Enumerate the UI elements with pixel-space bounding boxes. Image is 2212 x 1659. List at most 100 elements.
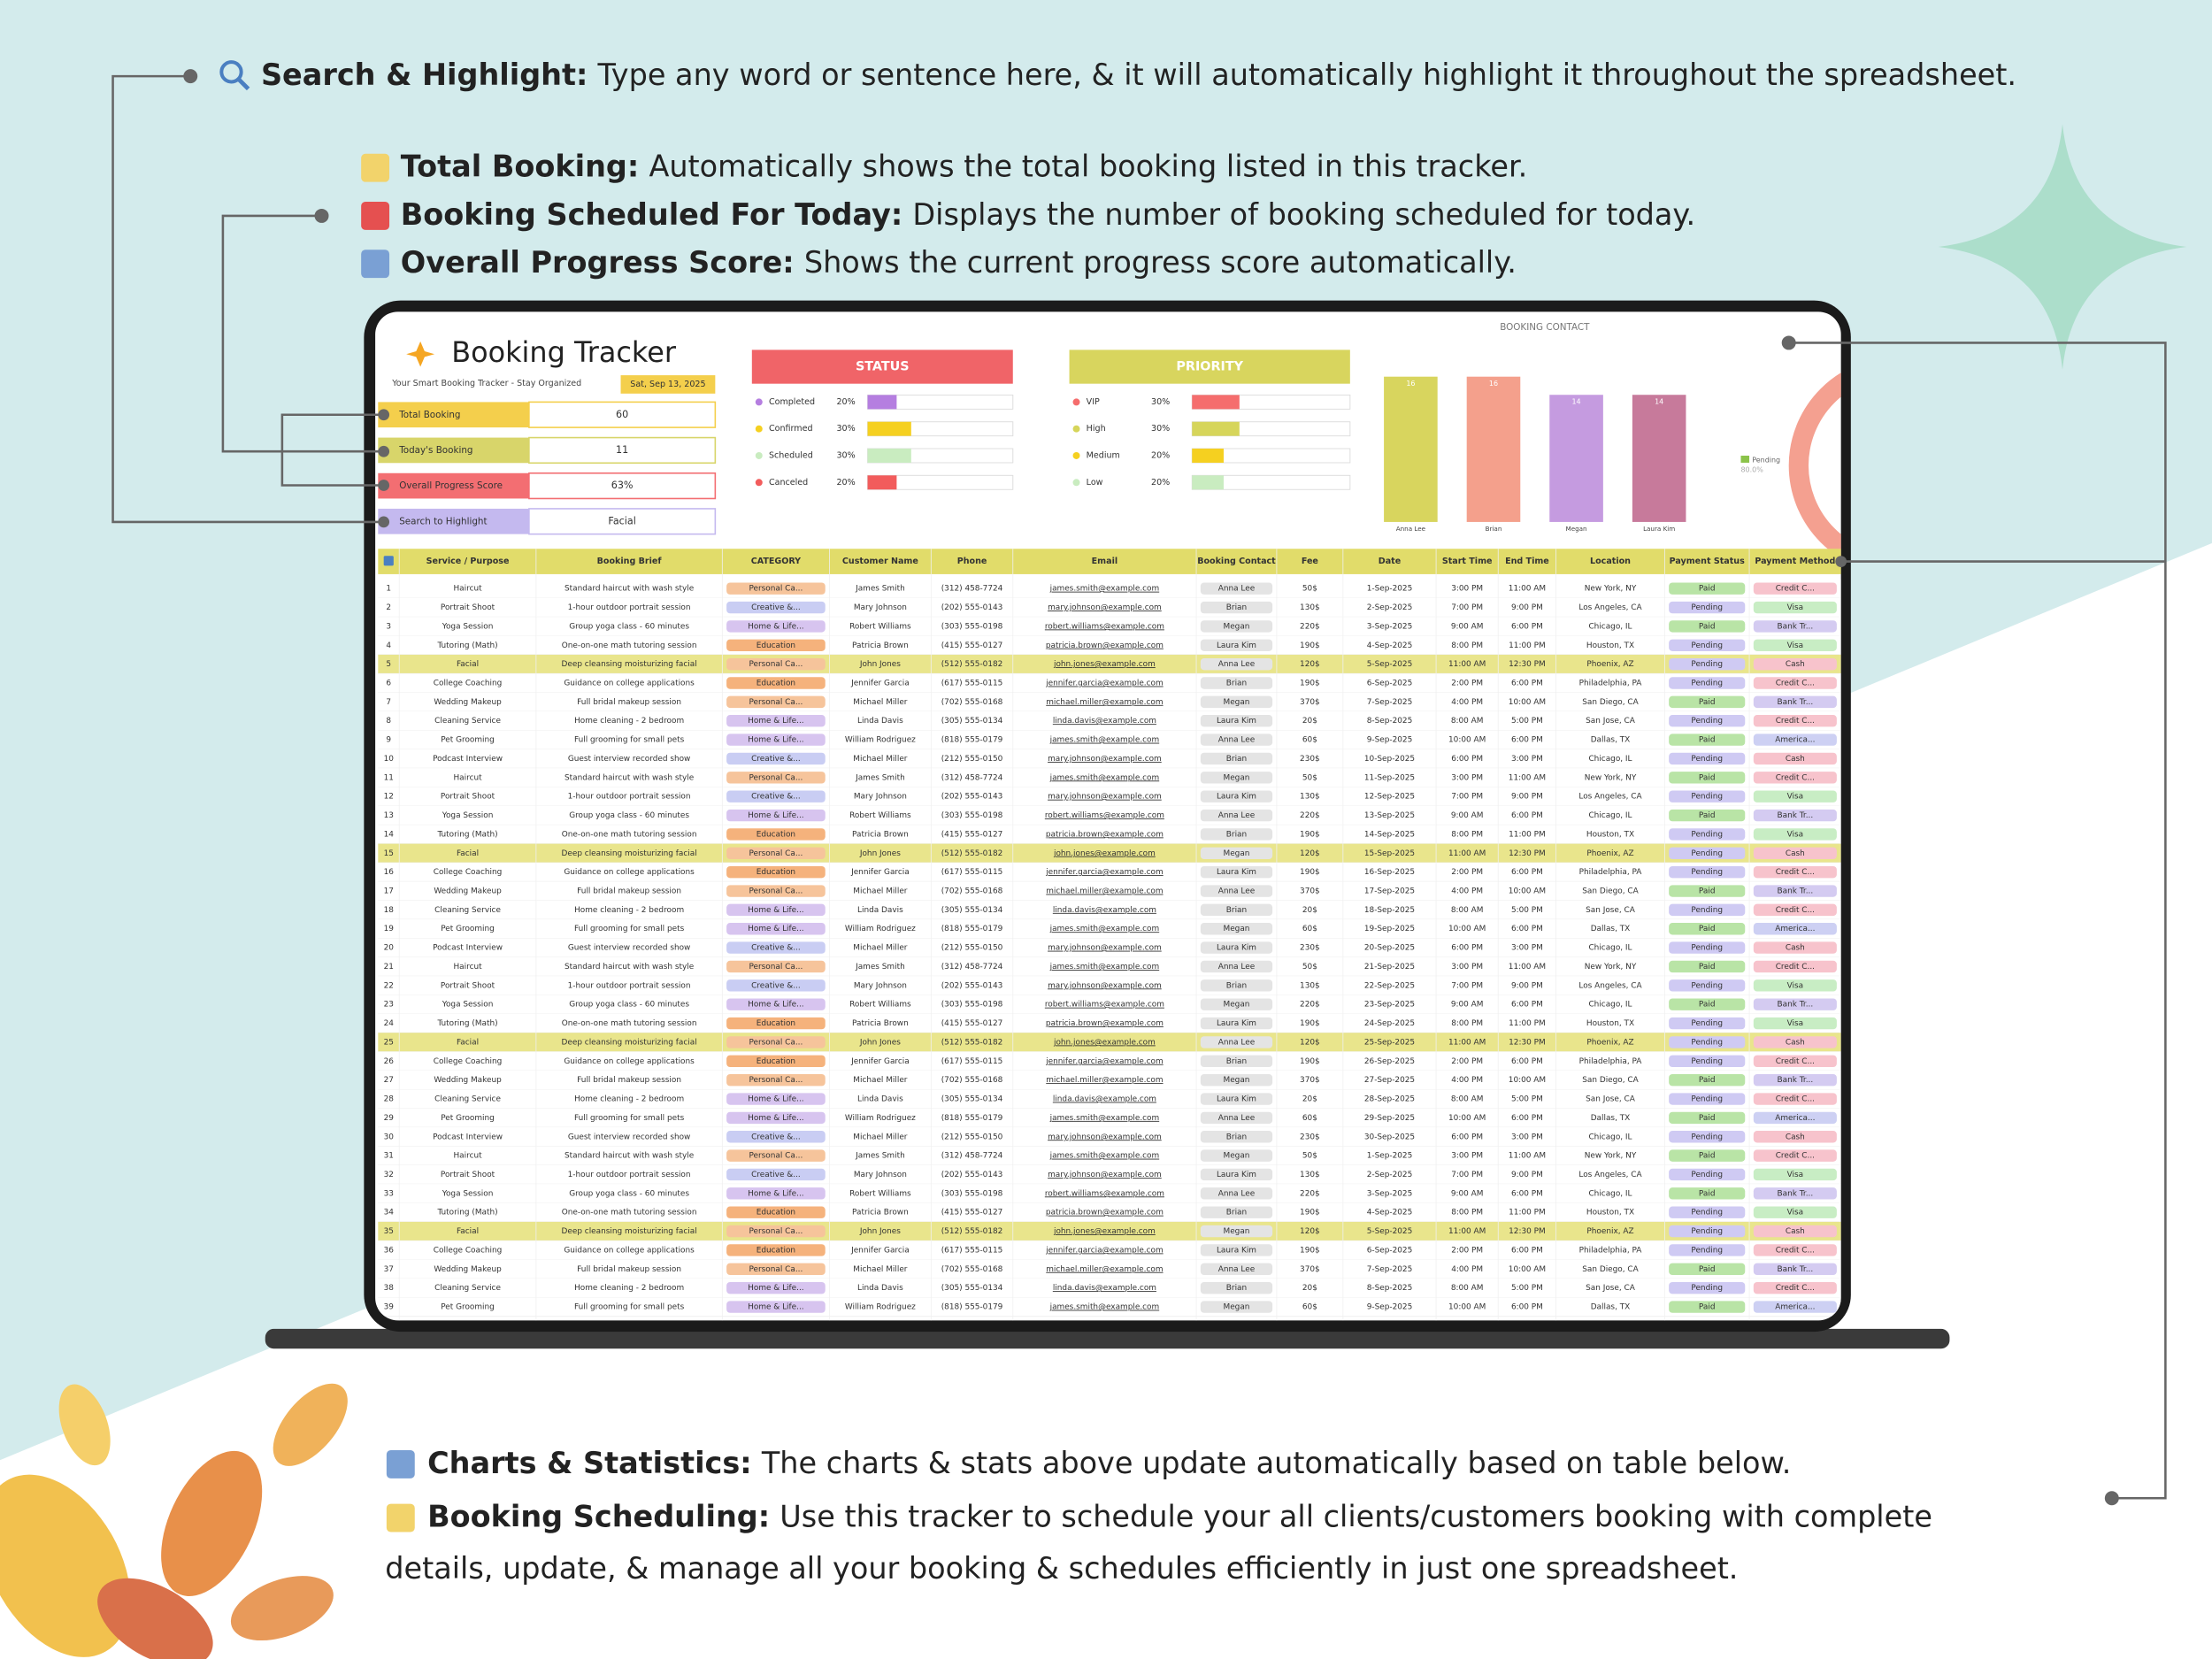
table-cell: 230$ [1300, 1133, 1320, 1141]
pill [1669, 1149, 1746, 1162]
pill [726, 1149, 826, 1162]
pill [1669, 923, 1746, 935]
panel-label: Low [1087, 478, 1103, 488]
table-cell: 370$ [1300, 698, 1320, 707]
pill [1200, 601, 1273, 614]
table-cell: Facial [457, 1227, 479, 1236]
table-cell: Chicago, IL [1588, 1001, 1632, 1010]
table-cell: 18 [384, 906, 395, 915]
table-cell: 6:00 PM [1511, 1246, 1543, 1255]
table-cell: 9:00 PM [1511, 981, 1543, 990]
table-cell: Personal Ca... [749, 1076, 803, 1085]
pill [1753, 1149, 1837, 1162]
table-cell: 24 [384, 1019, 395, 1028]
chart-icon [386, 1450, 415, 1479]
table-cell: 190$ [1300, 641, 1320, 650]
table-cell: Creative &... [751, 1171, 801, 1179]
table-cell: 370$ [1300, 1076, 1320, 1085]
column-header: Location [1590, 557, 1631, 566]
search-icon [219, 60, 243, 84]
pill [726, 1225, 826, 1238]
pill [726, 582, 826, 595]
table-cell: 29 [384, 1114, 395, 1123]
table-cell: Houston, TX [1586, 830, 1634, 839]
table-cell: Deep cleansing moisturizing facial [562, 1227, 697, 1236]
pill [1200, 1131, 1273, 1143]
kpi-value-box [528, 472, 717, 500]
table-cell: Tutoring (Math) [436, 830, 497, 839]
table-cell: 11:00 AM [1448, 1038, 1486, 1047]
tracker-title: Booking Tracker [451, 335, 677, 369]
table-cell: Cleaning Service [434, 717, 501, 726]
pill [1753, 941, 1837, 954]
memo-icon [361, 153, 390, 182]
table-cell: 26-Sep-2025 [1364, 1057, 1415, 1066]
kpi-label: Total Booking [398, 410, 460, 420]
table-cell: Personal Ca... [749, 849, 803, 858]
table-cell: Pending [1691, 868, 1723, 877]
table-cell: John Jones [859, 1038, 901, 1047]
pill [1669, 772, 1746, 784]
table-cell: 50$ [1302, 1152, 1317, 1161]
table-cell: Visa [1787, 641, 1803, 650]
table-cell: Michael Miller [853, 944, 908, 953]
table-cell: michael.miller@example.com [1046, 1265, 1163, 1274]
table-cell: 6:00 PM [1511, 868, 1543, 877]
table-cell: Deep cleansing moisturizing facial [562, 1038, 697, 1047]
table-cell: Cleaning Service [434, 906, 501, 915]
table-cell: 3:00 PM [1511, 1133, 1543, 1141]
table-cell: Robert Williams [849, 1001, 911, 1010]
table-cell: 6:00 PM [1511, 622, 1543, 631]
pill [1669, 865, 1746, 879]
pill [1200, 1055, 1273, 1067]
x-tick-label: Brian [1486, 525, 1502, 533]
pill [1669, 941, 1746, 954]
table-cell: Credit C... [1776, 717, 1815, 726]
table-cell: 60$ [1302, 1303, 1317, 1312]
column-header: Booking Contact [1197, 557, 1276, 566]
table-cell: 28-Sep-2025 [1364, 1095, 1415, 1104]
table-cell: Standard haircut with wash style [565, 585, 694, 594]
table-cell: Education [757, 868, 795, 877]
table-cell: 15 [384, 849, 394, 858]
table-cell: Megan [1224, 622, 1250, 631]
pill [726, 960, 826, 973]
table-cell: 12:30 PM [1509, 660, 1546, 669]
table-cell: San Diego, CA [1582, 1265, 1639, 1274]
pill [1200, 715, 1273, 727]
date-text: Sat, Sep 13, 2025 [630, 380, 705, 389]
table-cell: Home & Life... [748, 1095, 803, 1104]
table-cell: Pending [1691, 755, 1723, 764]
table-cell: Home & Life... [748, 1303, 803, 1312]
table-cell: Laura Kim [1217, 717, 1256, 726]
table-cell: Brian [1226, 1284, 1247, 1293]
pill [1669, 809, 1746, 822]
table-cell: Haircut [453, 1152, 482, 1161]
table-cell: America... [1775, 736, 1815, 745]
table-cell: (202) 555-0143 [941, 793, 1003, 802]
pill [1753, 1093, 1837, 1105]
table-cell: robert.williams@example.com [1045, 1001, 1164, 1010]
pill [726, 1073, 826, 1087]
pill [1669, 1244, 1746, 1256]
table-cell: 4-Sep-2025 [1367, 641, 1413, 650]
table-cell: Anna Lee [1218, 887, 1255, 896]
dot [378, 409, 390, 421]
pill [1200, 620, 1273, 633]
table-cell: 130$ [1300, 981, 1320, 990]
legend-icon [755, 425, 763, 433]
table-cell: William Rodriguez [845, 736, 916, 745]
table-cell: Brian [1226, 830, 1247, 839]
table-cell: 12:30 PM [1509, 1227, 1546, 1236]
table-cell: Education [757, 830, 795, 839]
table-cell: 5-Sep-2025 [1367, 1227, 1413, 1236]
pill [1753, 733, 1837, 746]
pill [1200, 1225, 1273, 1238]
table-cell: (512) 555-0182 [941, 849, 1003, 858]
pill [726, 1244, 826, 1256]
table-cell: Visa [1787, 603, 1803, 612]
table-cell: Phoenix, AZ [1586, 849, 1633, 858]
row-number-icon [383, 556, 394, 566]
table-cell: Facial [457, 849, 479, 858]
